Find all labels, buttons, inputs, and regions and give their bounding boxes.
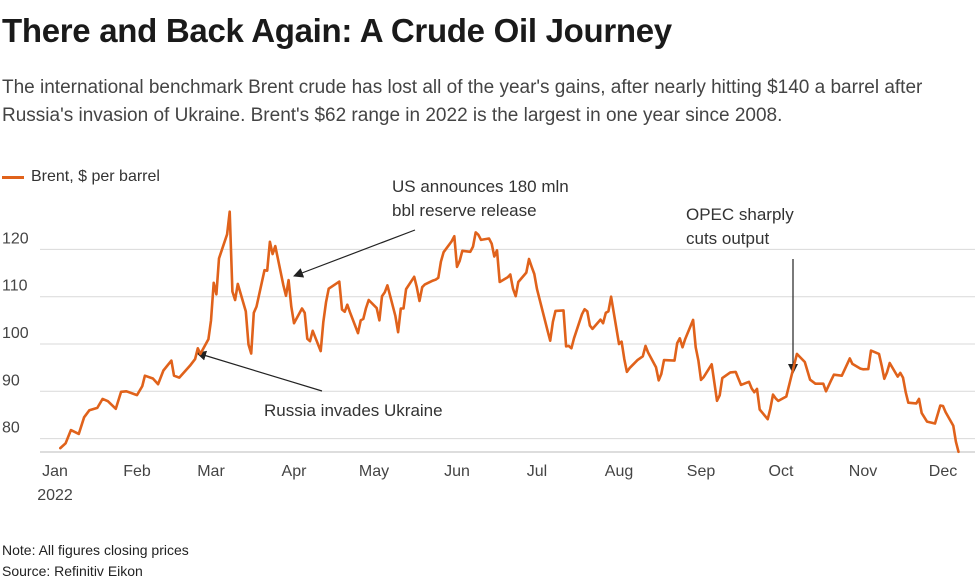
note-text: Note: All figures closing prices	[2, 542, 189, 558]
x-tick-label: Jul	[527, 463, 547, 480]
x-tick-label: Feb	[123, 463, 151, 480]
annotation-text: US announces 180 mln	[392, 177, 569, 196]
y-tick-label: 80	[2, 420, 20, 437]
series-layer	[59, 210, 960, 454]
annotation-text: Russia invades Ukraine	[264, 401, 443, 420]
x-tick-label: Aug	[605, 463, 633, 480]
x-axis: Jan 2022 Feb Mar Apr May Jun Jul Aug Sep Oct Nov Dec	[37, 463, 957, 504]
annotations: US announces 180 mln bbl reserve release O…	[196, 177, 798, 420]
annotation-text: OPEC sharply	[686, 205, 794, 224]
y-tick-label: 100	[2, 325, 29, 342]
x-tick-label: May	[359, 463, 389, 480]
annotation-opec-cuts: OPEC sharply cuts output	[686, 205, 798, 374]
y-tick-label: 90	[2, 372, 20, 389]
x-tick-label: Apr	[282, 463, 308, 480]
x-tick-label: Nov	[849, 463, 877, 480]
brent-price-line	[59, 210, 960, 454]
legend: Brent, $ per barrel	[2, 168, 160, 186]
footnote: Note: All figures closing prices Source:…	[2, 540, 189, 582]
annotation-arrow	[196, 350, 323, 392]
annotation-arrow	[293, 229, 416, 278]
legend-swatch	[2, 175, 24, 179]
x-tick-label: Dec	[929, 463, 957, 480]
x-tick-label: Jun	[444, 463, 470, 480]
x-tick-label: Mar	[197, 463, 225, 480]
chart-subtitle: The international benchmark Brent crude …	[2, 77, 923, 126]
x-tick-sublabel: 2022	[37, 487, 73, 504]
annotation-us-reserve-release: US announces 180 mln bbl reserve release	[293, 177, 569, 278]
annotation-text: cuts output	[686, 229, 769, 248]
chart-title: There and Back Again: A Crude Oil Journe…	[2, 12, 672, 49]
annotation-text: bbl reserve release	[392, 201, 537, 220]
y-tick-label: 120	[2, 230, 29, 247]
y-tick-label: 110	[2, 278, 28, 295]
x-tick-label: Jan	[42, 463, 68, 480]
x-tick-label: Oct	[769, 463, 794, 480]
annotation-russia-invades: Russia invades Ukraine	[196, 350, 443, 420]
x-tick-label: Sep	[687, 463, 716, 480]
legend-label: Brent, $ per barrel	[31, 168, 160, 185]
gridlines	[40, 248, 975, 453]
y-axis: 80 90 100 110 120	[2, 230, 29, 436]
source-text: Source: Refinitiv Eikon	[2, 563, 143, 579]
